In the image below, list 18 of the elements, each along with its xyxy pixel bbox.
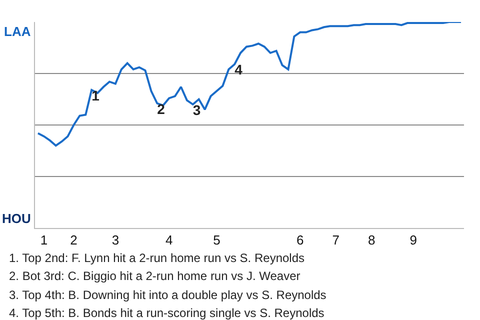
text: 3. Top 4th: B. Downing hit into a double play vs S. Reynolds: [9, 288, 326, 302]
x-tick-label: 4: [165, 232, 173, 248]
x-tick-label: 5: [213, 232, 220, 248]
x-tick-label: 1: [40, 232, 48, 248]
x-tick-label: 2: [70, 232, 78, 248]
text: 1. Top 2nd: F. Lynn hit a 2-run home run vs S. Reynolds: [9, 251, 304, 265]
x-tick-label: 8: [368, 232, 376, 248]
x-tick-label: 9: [410, 232, 417, 248]
text: LAA: [4, 24, 32, 39]
annotation: 4: [234, 62, 243, 78]
annotation: 2: [157, 100, 166, 117]
annotation: 3: [192, 102, 201, 118]
text: 2. Bot 3rd: C. Biggio hit a 2-run home run vs J. Weaver: [9, 269, 300, 283]
x-tick-label: 7: [332, 232, 340, 248]
text: 4. Top 5th: B. Bonds hit a run-scoring single vs S. Reynolds: [9, 306, 324, 320]
x-tick-label: 3: [112, 232, 120, 248]
text: HOU: [2, 211, 31, 226]
x-tick-label: 6: [296, 232, 304, 248]
